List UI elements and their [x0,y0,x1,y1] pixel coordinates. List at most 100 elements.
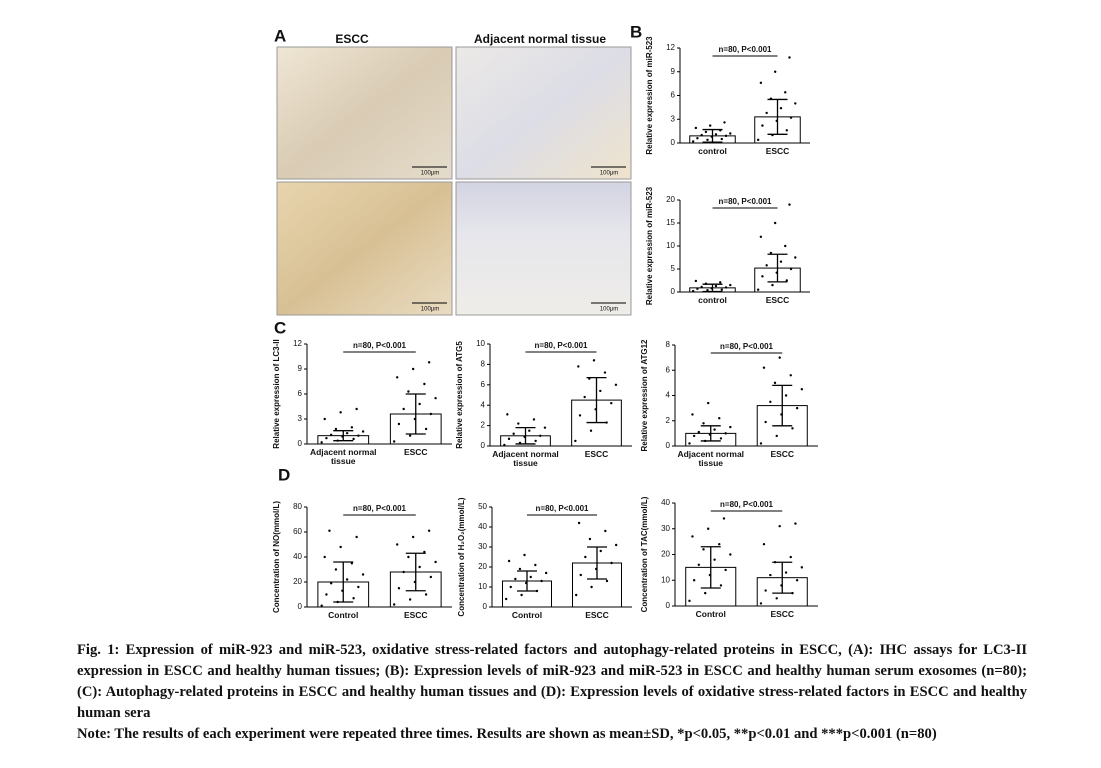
data-point [534,563,537,567]
x-tick-label: ESCC [403,447,428,457]
data-point [720,137,723,141]
data-point [788,56,791,59]
y-tick-label: 6 [671,91,676,100]
y-axis-label: Concentration of NO(mmol/L) [272,501,281,613]
data-point [418,565,421,569]
data-point [719,281,722,284]
x-tick-label: Control [695,609,726,619]
scale-label: 100μm [421,171,439,177]
data-point [407,555,410,559]
data-point [691,289,695,293]
y-tick-label: 0 [671,138,676,147]
data-point [708,124,712,127]
data-point [350,426,354,429]
y-tick-label: 50 [478,502,487,511]
data-point [599,549,602,553]
data-point [800,387,804,391]
panel-label: A [274,26,286,45]
note-text: Note: The results of each experiment wer… [77,726,937,742]
data-point [411,535,415,539]
data-point [408,598,412,601]
data-point [352,437,355,441]
data-point [345,431,349,435]
data-point [789,555,792,559]
x-tick-label: Control [328,610,359,620]
y-tick-label: 0 [483,602,488,611]
y-tick-label: 0 [481,441,486,450]
y-tick-label: 20 [666,195,675,204]
data-point [392,603,396,606]
data-point [574,593,578,597]
data-point [325,593,328,596]
y-axis-label: Relative expression of ATG5 [455,341,464,449]
data-point [771,283,774,287]
data-point [723,121,726,124]
data-point [785,129,788,132]
y-tick-label: 3 [671,114,676,123]
data-point [529,575,532,579]
caption: Fig. 1: Expression of miR-923 and miR-52… [77,640,1027,745]
data-point [504,597,508,601]
data-point [574,439,577,443]
data-point [729,553,732,556]
y-axis-label: Relative expression of miR-523 [645,186,654,305]
annotation: n=80, P<0.001 [720,500,773,509]
data-point [599,389,602,393]
data-point [583,395,586,399]
y-tick-label: 2 [481,421,486,430]
annotation: n=80, P<0.001 [719,45,772,54]
data-point [355,407,358,411]
data-point [520,593,523,597]
data-point [696,287,699,290]
data-point [329,433,333,437]
y-tick-label: 30 [661,524,670,533]
y-tick-label: 20 [478,562,487,571]
data-point [688,599,691,603]
data-point [706,288,709,292]
ihc-image [455,46,632,180]
y-tick-label: 0 [666,441,671,450]
data-point [350,562,354,565]
data-point [719,584,723,587]
x-tick-label: ESCC [770,609,795,619]
panel-label: D [278,465,290,484]
y-tick-label: 2 [666,416,671,425]
data-point [794,256,797,259]
data-point [357,434,360,437]
y-tick-label: 8 [666,340,671,349]
panel-label: B [630,22,642,41]
data-point [507,559,511,563]
y-tick-label: 0 [671,287,676,296]
y-tick-label: 6 [666,365,671,374]
data-point [424,427,428,431]
ihc-image [276,46,453,180]
data-point [696,137,699,140]
data-point [605,579,609,583]
data-point [397,422,401,426]
data-point [329,582,333,585]
data-point [577,365,580,368]
data-point [429,412,433,416]
data-point [423,382,426,386]
data-point [694,279,698,283]
data-point [434,396,437,400]
data-point [323,417,326,421]
y-tick-label: 10 [476,339,485,348]
data-point [724,568,727,572]
data-point [614,543,618,547]
y-tick-label: 60 [293,527,302,536]
data-point [540,579,543,583]
scale-label: 100μm [421,307,439,313]
data-point [692,434,696,438]
y-tick-label: 10 [666,241,675,250]
y-axis-label: Relative expression of LC3-II [272,339,281,448]
data-point [396,376,399,379]
data-point [507,437,511,441]
data-point [759,602,763,605]
data-point [691,535,694,538]
data-point [603,371,607,374]
data-point [544,571,548,575]
annotation: n=80, P<0.001 [353,341,406,350]
data-point [361,573,365,576]
data-point [762,366,766,369]
